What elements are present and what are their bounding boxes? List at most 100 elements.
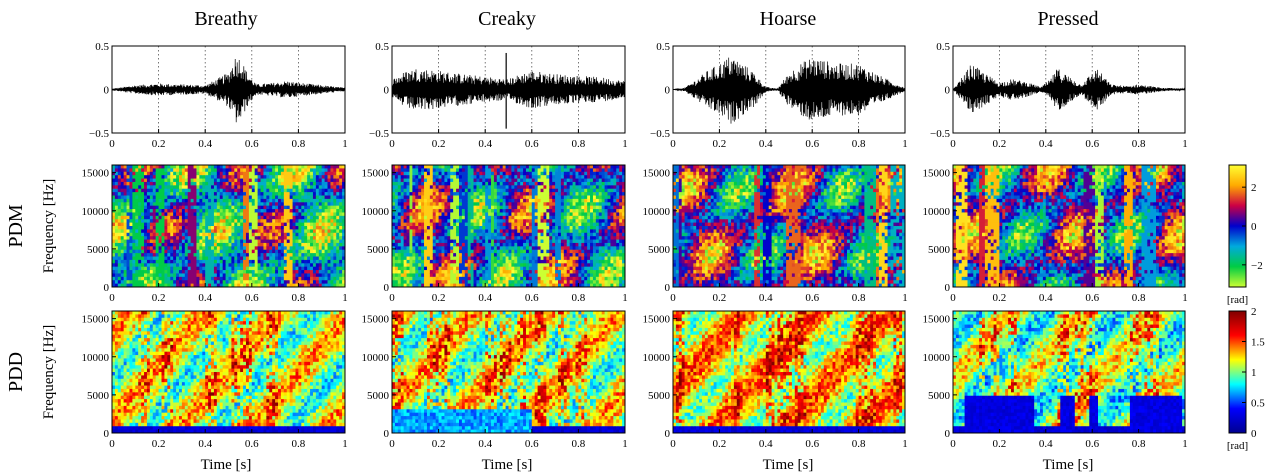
pdm-cell [112,253,116,257]
pdm-cell [312,198,317,203]
pdm-cell [254,202,259,207]
pdm-cell [216,283,221,288]
pdm-cell [336,256,340,261]
pdm-cell [123,239,128,244]
pdm-cell [549,185,553,190]
pdm-cell [289,215,294,220]
pdm-cell [412,273,416,278]
pdm-cell [266,246,270,251]
pdm-cell [517,239,521,244]
pdm-cell [161,266,165,271]
pdm-cell [424,222,428,227]
pdm-cell [409,178,413,183]
pdm-cell [149,263,154,268]
pdm-cell [520,175,524,180]
pdm-cell [403,181,408,186]
pdm-cell [243,246,247,251]
pdm-cell [213,263,218,268]
pdm-cell [301,232,305,237]
pdm-cell [456,270,460,274]
pdm-cell [213,212,218,217]
pdm-cell [301,212,305,217]
pdm-cell [415,273,419,278]
pdm-cell [493,209,498,213]
pdm-cell [520,256,524,261]
pdm-breathy-xtick-label: 0 [109,292,115,304]
pdm-cell [243,198,247,203]
pdm-cell [485,181,489,186]
waveform-breathy-xtick-label: 0 [109,138,115,150]
pdm-cell [523,178,527,183]
pdm-cell [278,222,282,227]
pdm-cell [295,259,299,264]
pdm-cell [493,276,498,281]
pdm-cell [318,236,323,241]
pdm-cell [450,215,454,220]
pdm-cell [496,270,501,274]
pdm-cell [243,195,247,200]
pdm-cell [164,232,168,237]
pdm-cell [278,198,282,203]
pdm-cell [187,259,192,264]
pdm-cell [211,229,215,234]
pdm-cell [248,239,253,244]
pdm-cell [508,276,512,281]
pdm-cell [479,270,483,274]
pdm-cell [301,246,305,251]
pdm-cell [321,249,326,254]
pdm-cell [254,266,259,271]
pdm-cell [406,239,410,244]
pdm-cell [473,195,477,200]
pdm-cell [216,219,221,224]
pdm-cell [523,276,527,281]
pdm-cell [280,280,285,285]
pdm-cell [144,171,148,176]
pdm-cell [517,202,521,207]
pdm-cell [435,226,440,230]
pdm-cell [181,232,186,237]
pdm-cell [470,259,475,264]
pdm-cell [333,215,337,220]
pdm-cell [213,246,218,251]
pdm-cell [464,209,469,213]
pdm-cell [190,280,195,285]
pdm-cell [321,209,326,213]
pdm-cell [135,195,139,200]
pdm-cell [181,209,186,213]
pdm-cell [444,198,448,203]
pdm-cell [482,209,486,213]
pdm-cell [418,171,422,176]
pdm-cell [470,195,475,200]
pdm-cell [176,165,180,169]
pdm-cell [298,259,302,264]
pdm-cell [213,256,218,261]
pdm-cell [187,263,192,268]
pdm-cell [429,256,434,261]
pdm-cell [333,202,337,207]
pdm-cell [289,232,294,237]
pdm-cell [534,246,539,251]
pdm-cell [467,212,472,217]
pdm-cell [202,226,206,230]
pdm-cell [213,205,218,210]
waveform-creaky [391,69,626,110]
pdm-cell [540,188,544,193]
pdm-cell [321,283,326,288]
pdm-cell [184,198,189,203]
pdm-cell [400,249,405,254]
pdm-cell [126,249,130,254]
pdm-cell [234,165,238,169]
pdm-cell [205,259,209,264]
pdm-cell [473,185,477,190]
pdm-cell [240,219,244,224]
pdm-cell [231,175,235,180]
pdm-cell [120,259,125,264]
pdm-cell [424,165,428,169]
pdm-cell [257,256,262,261]
pdm-cell [505,219,509,224]
pdm-cell [164,222,168,227]
pdm-cell [283,229,288,234]
pdm-cell [216,168,221,173]
pdm-cell [453,168,457,173]
pdm-cell [272,266,276,271]
